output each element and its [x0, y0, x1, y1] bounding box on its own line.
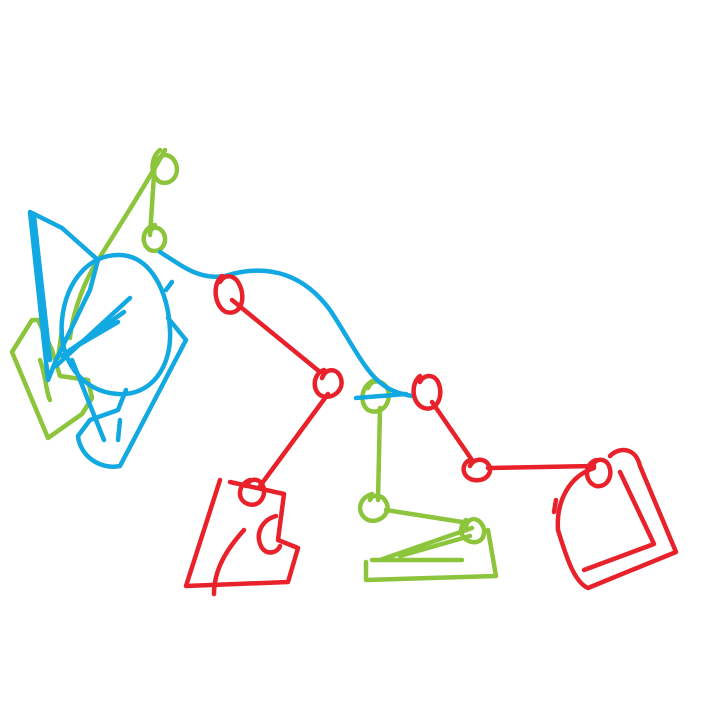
- blue-head-circle: [59, 252, 173, 397]
- red-rear-paw-inner: [581, 469, 657, 573]
- green-mid-loop: [141, 222, 168, 254]
- green-foot-line-3: [397, 533, 473, 559]
- red-wrist-loop: [237, 477, 267, 507]
- blue-strokes: [27, 209, 415, 469]
- green-leg-line: [375, 405, 383, 503]
- red-thigh: [429, 399, 475, 463]
- red-shin: [485, 463, 597, 471]
- red-front-paw-toe: [256, 513, 283, 555]
- red-hip-loop: [411, 373, 443, 411]
- red-upper-arm: [229, 297, 323, 375]
- blue-spine-curve: [157, 249, 415, 399]
- red-knee-loop: [461, 457, 493, 483]
- blue-jaw-line: [115, 417, 123, 443]
- green-foot: [363, 527, 499, 583]
- red-elbow-loop: [312, 367, 344, 400]
- red-ankle-loop: [584, 457, 613, 489]
- red-strokes: [183, 273, 679, 597]
- blue-face-line-4: [69, 357, 107, 443]
- red-rear-paw-line: [551, 497, 559, 515]
- green-foot-line-2: [377, 525, 475, 563]
- green-short-vertical: [147, 157, 158, 238]
- blue-tail-line: [353, 391, 409, 401]
- blue-ear-line: [31, 213, 53, 363]
- green-knee-loop: [358, 491, 390, 524]
- blue-jaw-box: [75, 315, 189, 469]
- green-strokes: [9, 147, 499, 583]
- blue-face-line-3: [67, 319, 121, 353]
- blue-back-short: [163, 279, 175, 293]
- blue-ear-triangle: [27, 209, 101, 383]
- red-front-paw-line: [211, 527, 247, 597]
- red-rear-paw: [555, 447, 679, 591]
- red-forearm: [257, 391, 331, 489]
- green-shin-line: [383, 507, 465, 525]
- red-front-paw: [183, 477, 301, 589]
- green-left-inner: [37, 357, 53, 403]
